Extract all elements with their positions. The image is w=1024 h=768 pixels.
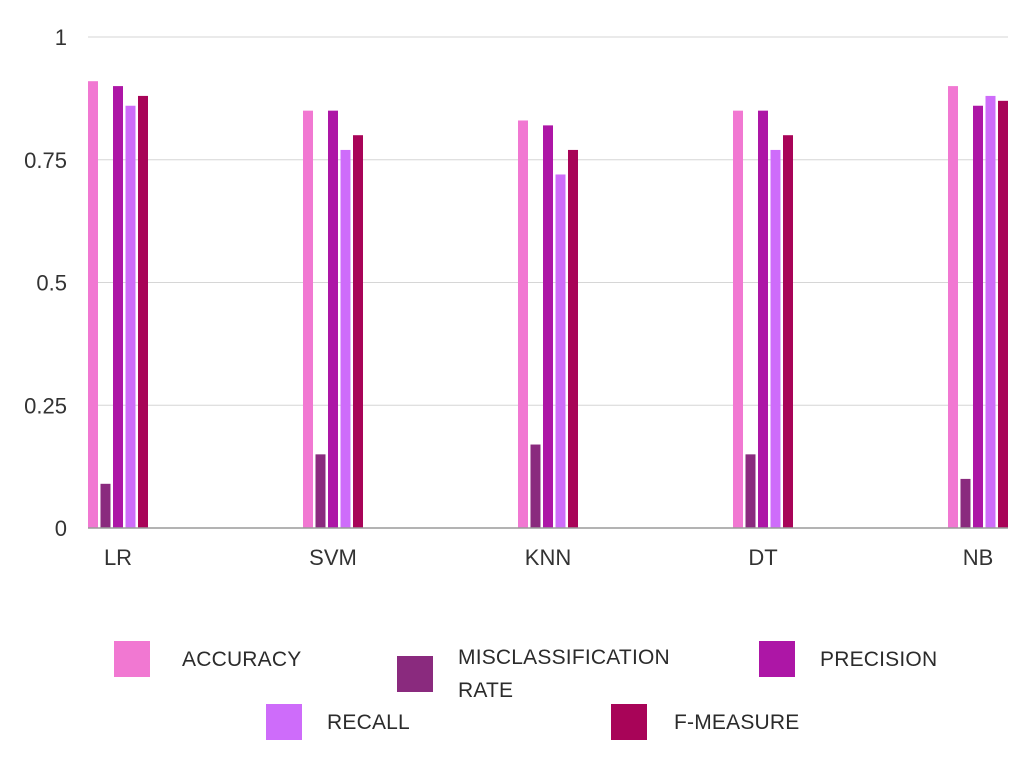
bar-dt-recall [770,149,781,528]
bar-dt-f-measure [783,135,793,528]
bar-lr-recall [125,105,136,529]
bar-nb-f-measure [998,100,1008,528]
bar-svm-misclassification-rate [315,454,326,528]
bar-lr-f-measure [138,95,148,529]
bar-dt-precision [758,110,768,529]
legend-swatch-precision [759,641,795,677]
y-tick-label: 1 [55,25,67,50]
y-tick-label: 0.75 [24,148,67,173]
legend-swatch-misclassification-rate [397,656,433,692]
bars [88,81,1008,529]
legend-label-precision: PRECISION [820,647,938,671]
y-tick-label: 0 [55,516,67,541]
legend-label-recall: RECALL [327,710,410,734]
legend-item-accuracy: ACCURACY [114,641,301,677]
bar-dt-misclassification-rate [745,454,756,528]
bar-nb-misclassification-rate [960,478,971,528]
x-axis-tick-labels: LR SVM KNN DT NB [104,545,993,570]
legend-label-f-measure: F-MEASURE [674,710,800,734]
x-tick-label-knn: KNN [525,545,571,570]
legend-item-misclassification-rate: MISCLASSIFICATION RATE [397,641,698,707]
legend-item-f-measure: F-MEASURE [611,704,799,740]
bar-svm-recall [340,149,351,528]
bar-nb-accuracy [948,86,958,528]
bar-dt-accuracy [733,110,743,529]
bar-svm-accuracy [303,110,313,529]
bar-nb-precision [973,105,983,529]
bar-knn-misclassification-rate [530,444,541,528]
legend-item-precision: PRECISION [759,641,937,677]
bar-nb-recall [985,95,996,529]
bar-lr-precision [113,86,123,528]
x-tick-label-dt: DT [748,545,777,570]
legend-label-accuracy: ACCURACY [182,647,302,671]
bar-svm-f-measure [353,135,363,528]
bar-knn-accuracy [518,120,528,528]
legend-swatch-f-measure [611,704,647,740]
bar-knn-precision [543,125,553,528]
bar-knn-f-measure [568,149,578,528]
bar-lr-accuracy [88,81,98,528]
y-axis-tick-labels: 0 0.25 0.5 0.75 1 [24,25,67,541]
legend-item-recall: RECALL [266,704,410,740]
y-tick-label: 0.5 [36,271,67,296]
legend-swatch-accuracy [114,641,150,677]
x-tick-label-lr: LR [104,545,132,570]
legend-label-misclassification-rate: MISCLASSIFICATION RATE [458,646,670,702]
legend-swatch-recall [266,704,302,740]
bar-knn-recall [555,174,566,529]
bar-svm-precision [328,110,338,529]
y-tick-label: 0.25 [24,393,67,418]
x-tick-label-svm: SVM [309,545,357,570]
x-tick-label-nb: NB [963,545,994,570]
bar-lr-misclassification-rate [100,483,111,528]
